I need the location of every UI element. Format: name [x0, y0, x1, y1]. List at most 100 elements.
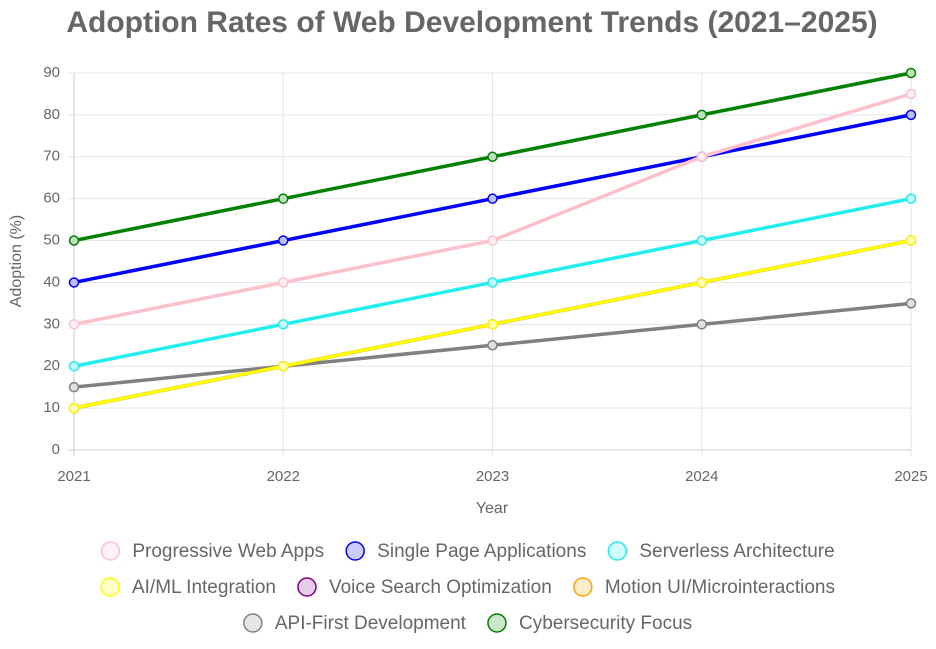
data-point	[278, 277, 289, 288]
data-point	[487, 151, 498, 163]
legend-marker	[573, 577, 593, 597]
x-tick-label: 2024	[685, 468, 718, 485]
data-point-tint	[906, 194, 916, 204]
data-point	[68, 402, 80, 414]
data-point-tint	[906, 236, 916, 246]
data-point-tint	[278, 236, 288, 246]
y-tick-label: 0	[52, 441, 60, 458]
data-point	[278, 235, 289, 246]
legend-label: Progressive Web Apps	[132, 541, 324, 562]
legend-label: Motion UI/Microinteractions	[605, 577, 835, 598]
data-point-tint	[488, 340, 497, 350]
legend-label: Single Page Applications	[377, 541, 586, 562]
legend-label: Serverless Architecture	[639, 541, 834, 562]
data-point-tint	[906, 89, 916, 99]
data-point	[487, 340, 498, 351]
data-point-tint	[906, 298, 916, 308]
data-point	[68, 381, 80, 393]
legend-marker	[243, 613, 263, 633]
legend-marker	[487, 613, 507, 633]
y-tick-label: 70	[43, 148, 60, 165]
legend-item: Single Page Applications	[345, 541, 586, 562]
data-point	[905, 88, 917, 100]
x-tick-label: 2025	[894, 468, 927, 485]
legend-marker-tint	[346, 542, 365, 560]
legend-marker-tint	[243, 614, 262, 632]
y-tick-label: 20	[43, 357, 60, 374]
y-tick-label: 80	[43, 106, 60, 123]
data-point-tint	[69, 382, 79, 392]
legend-marker-tint	[100, 578, 119, 596]
data-point	[696, 277, 707, 288]
legend-marker	[345, 541, 365, 561]
y-tick-label: 60	[43, 190, 60, 207]
data-point-tint	[69, 319, 79, 329]
data-point	[696, 235, 707, 246]
x-tick-label: 2023	[476, 468, 509, 485]
data-point-tint	[278, 319, 288, 329]
chart-title: Adoption Rates of Web Development Trends…	[66, 6, 877, 39]
data-point	[905, 235, 917, 246]
y-tick-label: 30	[43, 315, 60, 332]
x-tick-label: 2022	[267, 468, 300, 485]
data-point	[696, 319, 707, 330]
y-tick-label: 40	[43, 273, 60, 290]
data-point-tint	[697, 236, 707, 246]
data-point-tint	[69, 236, 79, 246]
data-point	[68, 235, 80, 246]
data-point	[68, 277, 80, 288]
legend-marker-tint	[487, 614, 506, 632]
data-point-tint	[69, 403, 79, 413]
data-point	[905, 298, 917, 309]
y-tick-label: 50	[43, 232, 60, 249]
legend-marker	[297, 577, 317, 597]
data-point-tint	[69, 361, 79, 371]
y-tick-label: 10	[43, 399, 60, 416]
legend-marker-tint	[608, 542, 627, 560]
data-point-tint	[906, 110, 916, 120]
legend-marker-tint	[101, 542, 120, 560]
data-point-tint	[488, 277, 497, 287]
data-point-tint	[488, 319, 497, 329]
data-point	[278, 193, 289, 204]
legend-marker-tint	[297, 578, 316, 596]
legend-marker	[607, 541, 628, 561]
data-point-tint	[69, 277, 79, 287]
legend-item: Motion UI/Microinteractions	[573, 577, 835, 598]
data-point	[696, 151, 707, 163]
legend-label: AI/ML Integration	[132, 577, 276, 598]
data-point	[278, 360, 289, 372]
legend-marker	[100, 541, 121, 561]
data-point-tint	[278, 194, 288, 204]
data-point-tint	[697, 110, 707, 120]
data-point	[905, 109, 917, 121]
legend-label: Voice Search Optimization	[329, 577, 552, 598]
legend-marker-tint	[573, 578, 592, 596]
legend-marker	[100, 577, 120, 597]
data-point-tint	[488, 236, 497, 246]
data-point-tint	[697, 152, 707, 162]
data-point	[696, 109, 707, 121]
y-axis-label: Adoption (%)	[8, 215, 25, 308]
data-point	[68, 319, 80, 330]
data-point	[487, 319, 498, 330]
data-point-tint	[488, 152, 497, 162]
x-tick-label: 2021	[57, 468, 90, 485]
data-point-tint	[906, 68, 916, 78]
data-point-tint	[697, 319, 707, 329]
legend-label: Cybersecurity Focus	[519, 613, 692, 634]
y-tick-label: 90	[43, 64, 60, 81]
data-point-tint	[278, 361, 288, 371]
legend-item: API-First Development	[243, 613, 467, 634]
legend-item: Cybersecurity Focus	[487, 613, 692, 634]
data-point-tint	[488, 194, 497, 204]
legend-item: Serverless Architecture	[607, 541, 835, 562]
data-point	[487, 193, 498, 204]
data-point	[905, 67, 917, 79]
data-point-tint	[697, 277, 707, 287]
legend-item: Voice Search Optimization	[297, 577, 552, 598]
data-point	[905, 193, 917, 204]
data-point	[487, 277, 498, 288]
legend-item: AI/ML Integration	[100, 577, 276, 598]
